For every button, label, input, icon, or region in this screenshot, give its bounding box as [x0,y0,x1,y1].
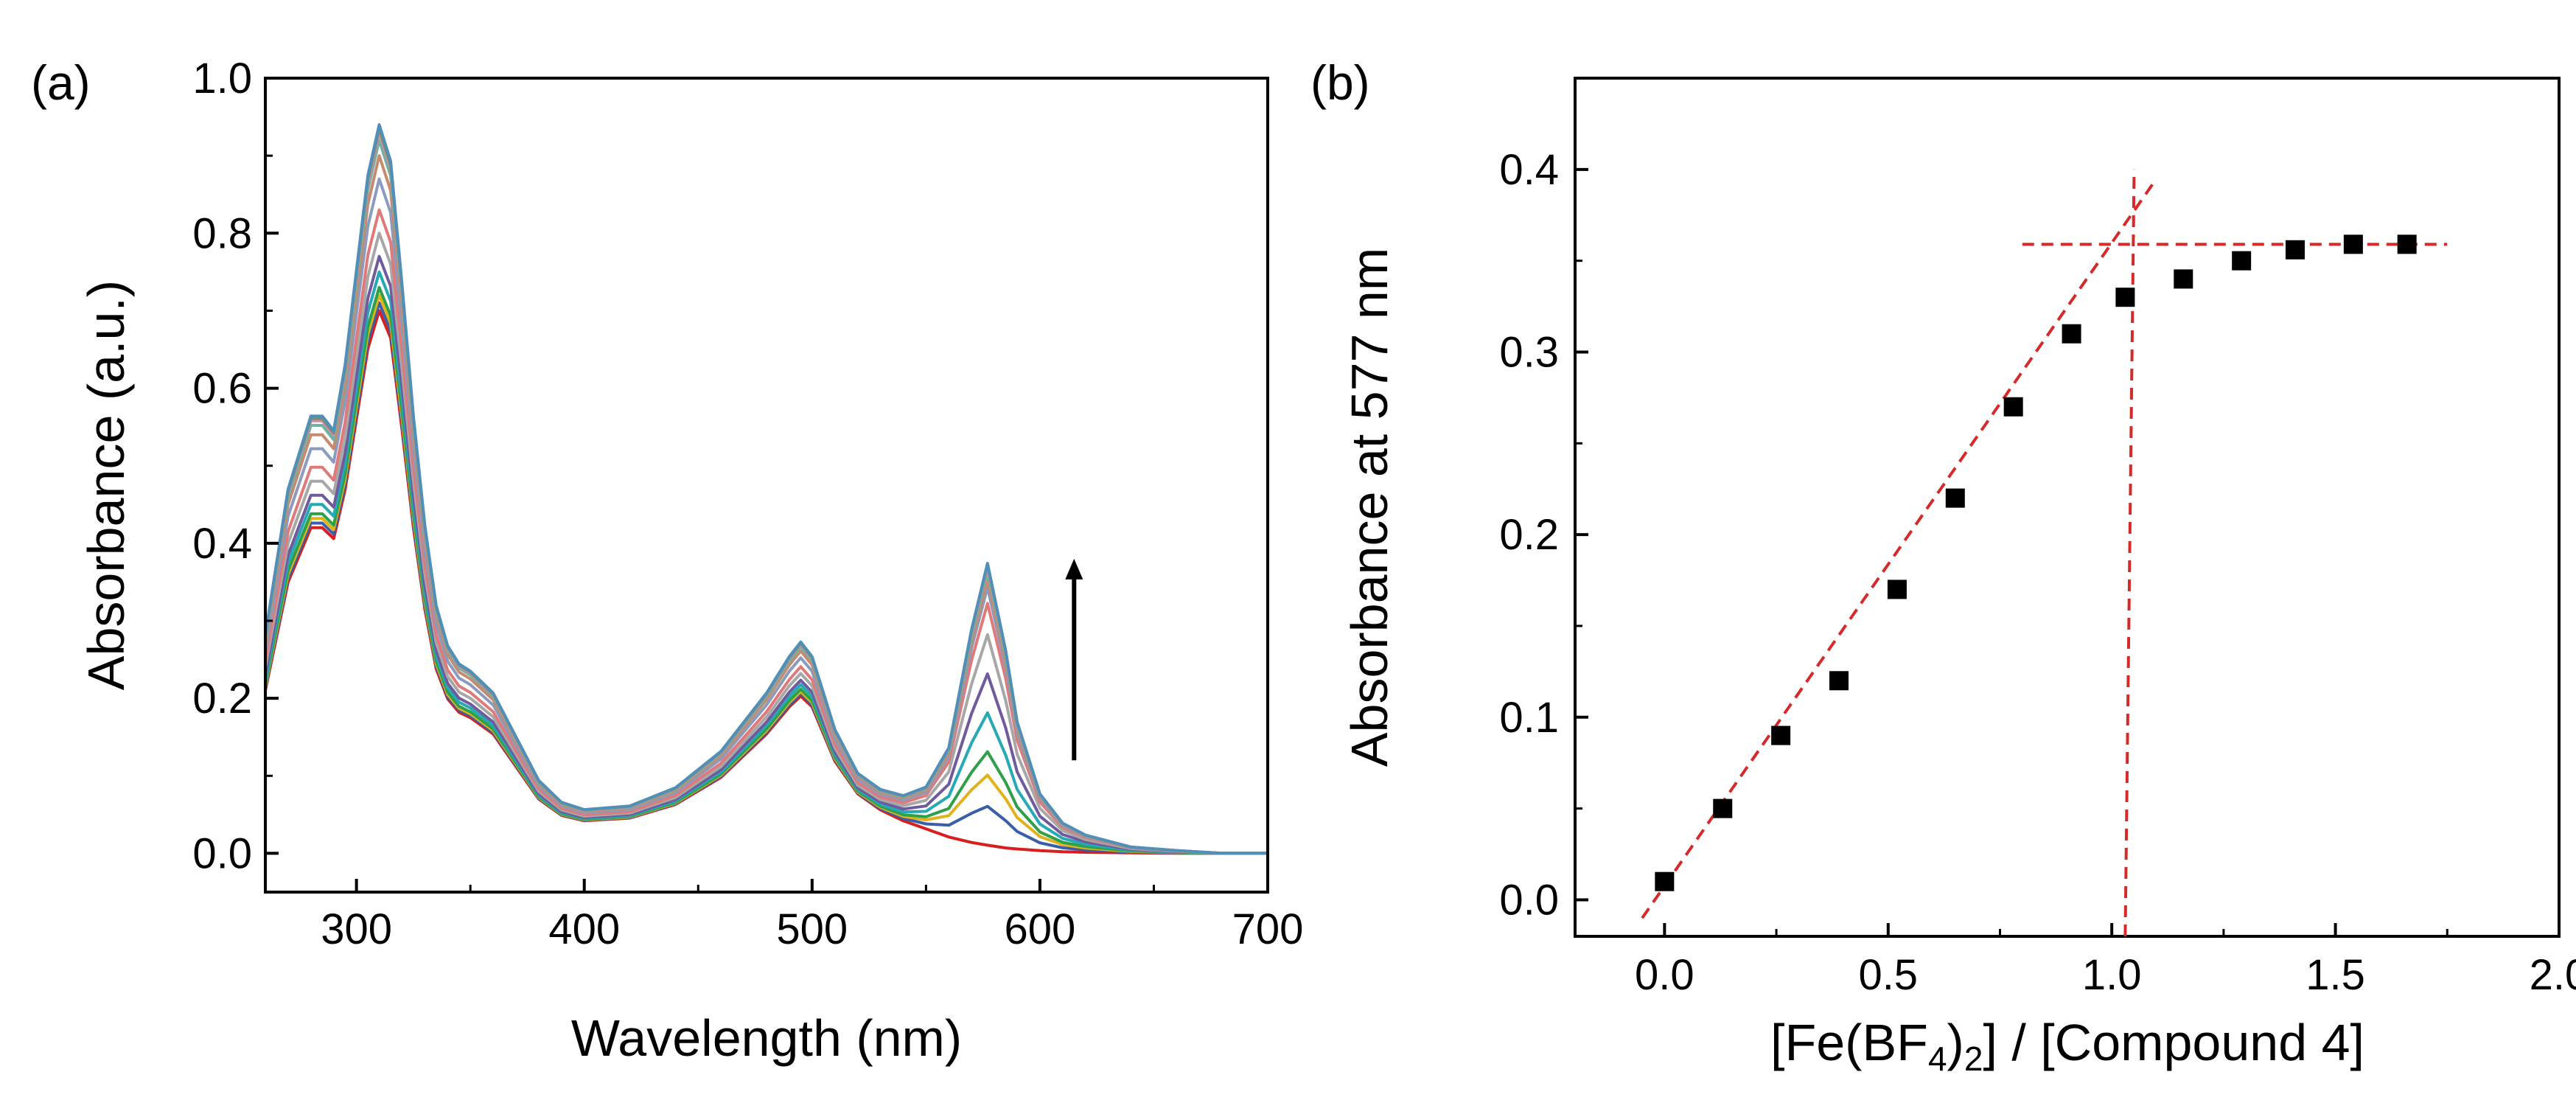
spectrum-line [264,285,1268,855]
y-tick-label: 1.0 [192,55,252,102]
data-point [2285,240,2305,260]
panel-b-x-label: [Fe(BF4)2] / [Compound 4] [1770,1014,2364,1078]
data-point [2115,288,2135,307]
spectrum-line [264,254,1268,855]
panel-b-label: (b) [1310,55,1370,110]
x-tick-label: 1.5 [2306,951,2365,999]
y-tick-label: 0.6 [192,365,252,413]
spectrum-line [264,208,1268,855]
y-tick-label: 0.4 [1499,146,1559,194]
data-point [2003,397,2023,417]
panel-b-x-axis: 0.0 0.5 1.0 1.5 2.0 [1635,923,2576,999]
panel-a-y-axis: 0.0 0.2 0.4 0.6 0.8 1.0 [192,55,279,877]
panel-a-x-label: Wavelength (nm) [571,1009,962,1067]
x-tick-label: 1.0 [2082,951,2142,999]
fit-line-rise [1641,178,2158,919]
panel-a-frame [264,77,1269,894]
y-tick-label: 0.2 [192,675,252,723]
data-point [1713,798,1733,818]
spectrum-line [264,309,1268,855]
spectrum-line [264,293,1268,855]
x-tick-label: 300 [321,905,392,953]
data-point [2174,269,2193,289]
data-point [1945,488,1965,508]
spectrum-line [264,123,1268,855]
y-tick-label: 0.2 [1499,511,1559,559]
panel-b-y-label: Absorbance at 577 nm [1341,248,1398,767]
data-point [2397,234,2417,254]
y-tick-label: 0.3 [1499,328,1559,376]
panel-b-points [1655,234,2417,891]
y-tick-label: 0.4 [192,520,252,568]
y-tick-label: 0.8 [192,209,252,257]
panel-a-label: (a) [31,55,91,110]
data-point [1829,671,1849,691]
x-tick-label: 600 [1005,905,1076,953]
spectrum-line [264,270,1268,855]
panel-a: (a) 300 400 500 600 700 0.0 0.2 0.4 0.6 0.8 1.0 W… [31,55,1303,1067]
x-tick-label: 0.0 [1635,951,1694,999]
panel-a-x-axis: 300 400 500 600 700 [321,879,1303,953]
y-tick-label: 0.1 [1499,694,1559,742]
fit-line-equivalence [2123,169,2136,937]
panel-b-frame [1574,77,2561,938]
spectrum-line [264,232,1268,855]
data-point [2062,324,2081,344]
data-point [1887,579,1907,599]
spectrum-line [264,301,1268,855]
panel-b: (b) 0.0 0.5 1.0 1.5 2.0 0.0 0.1 0.2 0.3 0.4 [Fe(… [1310,55,2576,1078]
x-tick-label: 2.0 [2530,951,2576,999]
x-tick-label: 400 [548,905,620,953]
panel-b-fit-lines [1641,169,2448,937]
data-point [2343,234,2363,254]
panel-a-y-label: Absorbance (a.u.) [77,280,135,690]
x-tick-label: 0.5 [1858,951,1918,999]
y-tick-label: 0.0 [1499,876,1559,924]
titration-arrow [1065,558,1083,761]
x-tick-label: 500 [776,905,848,953]
data-point [1771,725,1791,745]
y-tick-label: 0.0 [192,829,252,877]
x-tick-label: 700 [1232,905,1304,953]
panel-a-spectra [264,123,1268,855]
data-point [1655,871,1675,891]
panel-b-y-axis: 0.0 0.1 0.2 0.3 0.4 [1499,146,1588,924]
data-point [2232,251,2252,271]
